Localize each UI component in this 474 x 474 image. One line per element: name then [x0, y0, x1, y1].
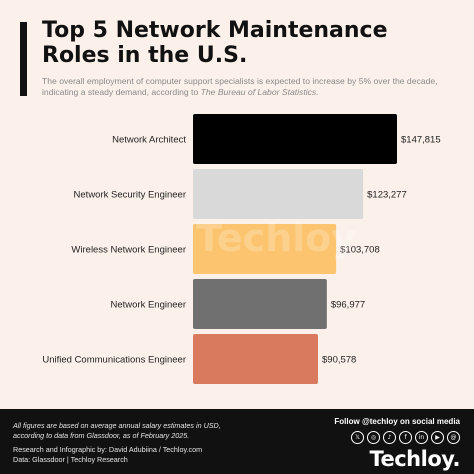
value-label-4: $96,977 [331, 300, 365, 311]
title-line-2: Roles in the U.S. [42, 43, 248, 68]
subtitle-main: The overall employment of computer suppo… [42, 76, 438, 97]
bar-2 [193, 169, 364, 219]
bar-chart: Network Architect $147,815 Network Securit… [42, 114, 441, 384]
youtube-icon[interactable]: ▶ [431, 431, 444, 444]
page-title: Top 5 Network Maintenance Roles in the U… [42, 18, 462, 68]
category-label-5: Unified Communications Engineer [42, 355, 186, 366]
footer-info: All figures are based on average annual … [13, 421, 253, 464]
category-label-3: Wireless Network Engineer [71, 245, 186, 256]
value-label-3: $103,708 [340, 245, 380, 256]
value-label-5: $90,578 [322, 355, 356, 366]
title-line-1: Top 5 Network Maintenance [42, 18, 388, 43]
footer-data-source: Data: Glassdoor | Techloy Research [13, 454, 128, 464]
subtitle-source: The Bureau of Labor Statistics. [200, 87, 319, 97]
category-label-1: Network Architect [112, 135, 186, 146]
bar-4 [193, 279, 327, 329]
subtitle: The overall employment of computer suppo… [42, 76, 462, 98]
bar-5 [193, 334, 319, 384]
facebook-icon[interactable]: f [399, 431, 412, 444]
category-label-4: Network Engineer [110, 300, 186, 311]
category-label-2: Network Security Engineer [74, 190, 186, 201]
bar-1 [193, 114, 397, 164]
footer-credit: Research and Infographic by: David Adubi… [13, 445, 203, 454]
tiktok-icon[interactable]: ♪ [383, 431, 396, 444]
instagram-icon[interactable]: ◎ [367, 431, 380, 444]
footer-note: All figures are based on average annual … [13, 421, 221, 440]
value-label-1: $147,815 [401, 135, 441, 146]
brand-logo: Techloy. [369, 447, 460, 471]
x-icon[interactable]: 𝕏 [351, 431, 364, 444]
footer: All figures are based on average annual … [0, 409, 474, 474]
threads-icon[interactable]: @ [447, 431, 460, 444]
linkedin-icon[interactable]: in [415, 431, 428, 444]
value-label-2: $123,277 [367, 190, 407, 201]
social-icons: 𝕏 ◎ ♪ f in ▶ @ [351, 431, 460, 444]
bar-3 [193, 224, 337, 274]
title-accent-bar [20, 22, 27, 96]
follow-text: Follow @techloy on social media [334, 417, 460, 426]
